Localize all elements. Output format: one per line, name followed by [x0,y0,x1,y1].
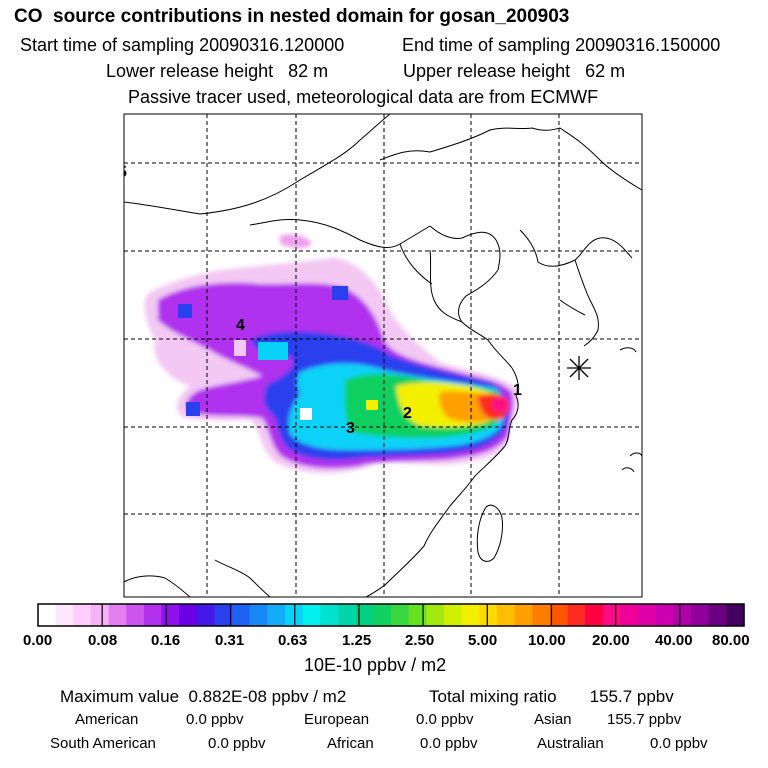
source-marker-4: 4 [236,317,245,334]
colorbar-cell [514,604,533,626]
colorbar-cell [655,604,674,626]
colorbar-cell [338,604,357,626]
colorbar-cell [179,604,198,626]
source-marker-5: 5 [118,164,127,181]
source-marker-2: 2 [403,405,412,422]
european-label: European [304,711,370,728]
upper-release-label: Upper release height 62 m [403,61,626,81]
colorbar-cell [673,604,692,626]
colorbar-cell [391,604,410,626]
colorbar-cell [161,604,180,626]
colorbar-cell [426,604,445,626]
asian-label: Asian [534,711,572,728]
american-label: American [75,711,139,728]
colorbar-tick-label: 0.16 [151,632,180,649]
colorbar-cell [443,604,463,626]
chart-title: CO source contributions in nested domain… [14,6,570,27]
colorbar-cell [549,604,569,626]
colorbar-cell [302,604,321,626]
colorbar-cell [232,604,251,626]
colorbar-tick-label: 80.00 [712,632,750,649]
colorbar-cell [143,604,163,626]
start-time-label: Start time of sampling 20090316.120000 [20,35,345,55]
african-value: 0.0 ppbv [420,735,478,752]
australian-label: Australian [537,735,604,752]
colorbar-tick-label: 2.50 [405,632,434,649]
coastlines [124,114,642,597]
european-value: 0.0 ppbv [416,711,474,728]
colorbar-cell [602,604,622,626]
receptor-marker [567,356,591,380]
south-american-label: South American [50,735,156,752]
colorbar-cell [408,604,427,626]
colorbar-cell [73,604,92,626]
colorbar-cell [585,604,604,626]
colorbar-cell [638,604,657,626]
african-label: African [327,735,374,752]
colorbar-cell [126,604,145,626]
colorbar-cell [691,604,710,626]
colorbar-tick-label: 0.00 [23,632,52,649]
colorbar-cells [38,604,745,626]
colorbar-cell [320,604,339,626]
colorbar-cell [355,604,374,626]
graticule [124,114,642,597]
colorbar-cell [108,604,127,626]
colorbar-tick-label: 5.00 [468,632,497,649]
colorbar-cell [90,604,110,626]
lower-release-label: Lower release height 82 m [106,61,329,81]
colorbar-cell [196,604,216,626]
colorbar-cell [567,604,586,626]
colorbar-tick-label: 20.00 [592,632,630,649]
source-marker-1: 1 [513,382,522,399]
colorbar-cell [620,604,639,626]
colorbar-cell [267,604,286,626]
colorbar-cell [38,604,57,626]
end-time-label: End time of sampling 20090316.150000 [402,35,721,55]
colorbar-cell [496,604,516,626]
source-marker-3: 3 [346,420,355,437]
south-american-value: 0.0 ppbv [208,735,266,752]
max-value-label: Maximum value 0.882E-08 ppbv / m2 [60,687,347,706]
tracer-label: Passive tracer used, meteorological data… [128,87,599,107]
colorbar-unit-label: 10E-10 ppbv / m2 [304,655,447,675]
colorbar-cell [708,604,727,626]
colorbar-cell [479,604,498,626]
map-frame [123,113,643,598]
colorbar-tick-label: 10.00 [528,632,566,649]
american-value: 0.0 ppbv [186,711,244,728]
colorbar-ticks [101,604,681,626]
colorbar-tick-label: 0.31 [215,632,244,649]
colorbar-tick-label: 0.08 [88,632,117,649]
total-mixing-label: Total mixing ratio 155.7 ppbv [429,687,674,706]
asian-value: 155.7 ppbv [607,711,682,728]
colorbar-cell [249,604,269,626]
colorbar-tick-label: 0.63 [278,632,307,649]
colorbar-tick-label: 40.00 [655,632,693,649]
colorbar-cell [373,604,392,626]
contribution-plume [144,234,519,474]
colorbar-cell [532,604,551,626]
colorbar-tick-label: 1.25 [342,632,371,649]
colorbar-cell [55,604,74,626]
colorbar-cell [726,604,745,626]
colorbar-cell [461,604,480,626]
colorbar-cell [214,604,233,626]
australian-value: 0.0 ppbv [650,735,708,752]
colorbar-frame [37,603,745,627]
